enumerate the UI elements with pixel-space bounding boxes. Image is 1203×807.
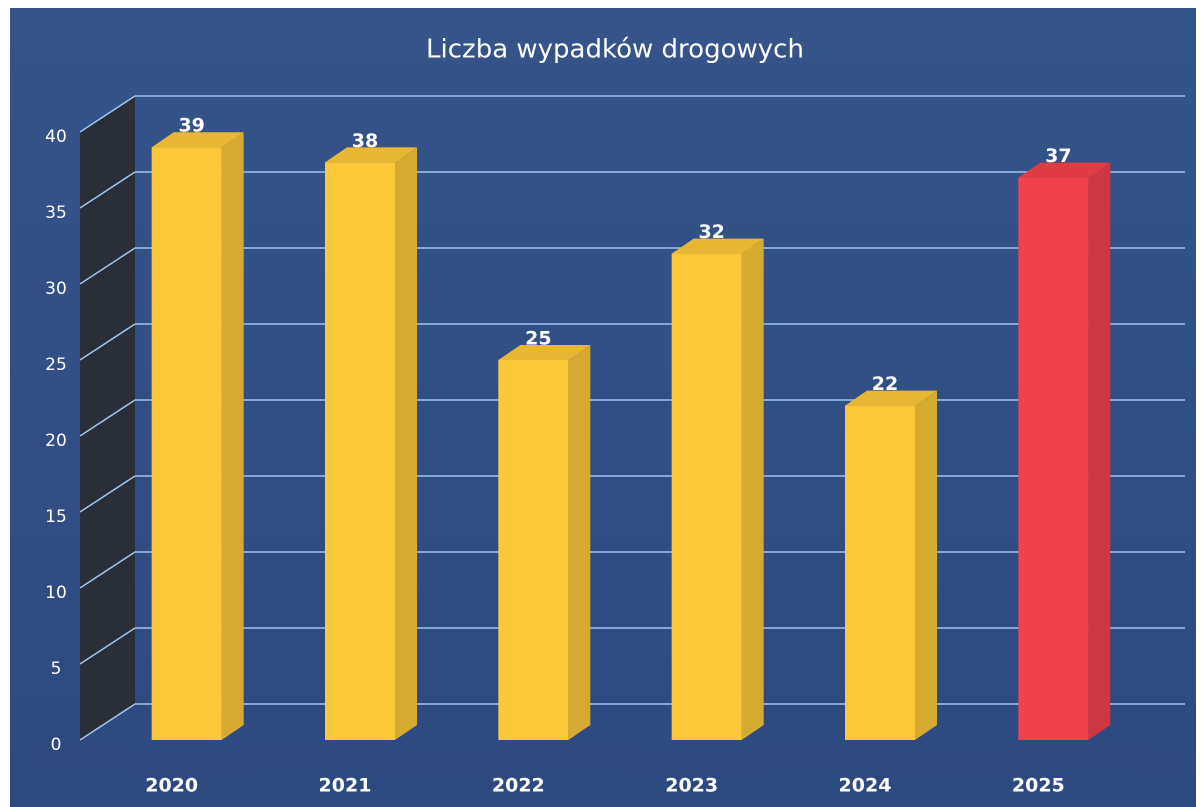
bar (1018, 177, 1089, 741)
bar-side (1088, 162, 1111, 741)
grid-line (79, 171, 136, 209)
x-tick-label: 2022 (492, 775, 545, 797)
bar-top (845, 390, 937, 406)
bar-top (498, 345, 591, 360)
bar (498, 360, 569, 740)
value-label: 39 (178, 115, 204, 137)
bar (671, 253, 742, 740)
bar-top (671, 238, 764, 254)
value-label: 22 (872, 373, 898, 395)
y-tick-label: 20 (45, 431, 67, 451)
grid-line (79, 703, 136, 741)
x-tick-label: 2021 (319, 775, 372, 797)
grid-line (79, 95, 136, 133)
value-label: 25 (525, 328, 551, 350)
y-tick-label: 40 (45, 127, 67, 147)
y-tick-label: 15 (45, 507, 67, 527)
bar-top (325, 147, 417, 163)
grid-line (79, 551, 136, 589)
y-tick-label: 25 (45, 355, 67, 375)
value-label: 37 (1045, 145, 1071, 167)
bar (845, 405, 915, 740)
y-tick-label: 0 (51, 735, 62, 755)
x-tick-label: 2025 (1012, 775, 1065, 797)
value-label: 32 (698, 221, 724, 243)
bar-side (395, 147, 417, 740)
grid-line (79, 323, 136, 361)
bar (325, 162, 395, 740)
bar-top (151, 132, 244, 148)
bar-top (1018, 162, 1111, 178)
grid-line (79, 399, 136, 437)
y-tick-label: 5 (51, 659, 62, 679)
grid-line (79, 627, 136, 665)
bar-side (568, 345, 591, 740)
x-tick-label: 2020 (145, 775, 198, 797)
y-tick-label: 10 (45, 583, 67, 603)
x-tick-label: 2024 (839, 775, 892, 797)
grid-line (79, 475, 136, 513)
bar (151, 147, 222, 740)
bar-side (915, 390, 937, 740)
bar-side (741, 238, 764, 740)
grid-line (79, 247, 136, 285)
x-tick-label: 2023 (665, 775, 718, 797)
chart-title: Liczba wypadków drogowych (426, 35, 804, 65)
value-label: 38 (352, 130, 378, 152)
y-tick-label: 30 (45, 279, 67, 299)
y-tick-label: 35 (45, 203, 67, 223)
bar-side (221, 132, 244, 740)
